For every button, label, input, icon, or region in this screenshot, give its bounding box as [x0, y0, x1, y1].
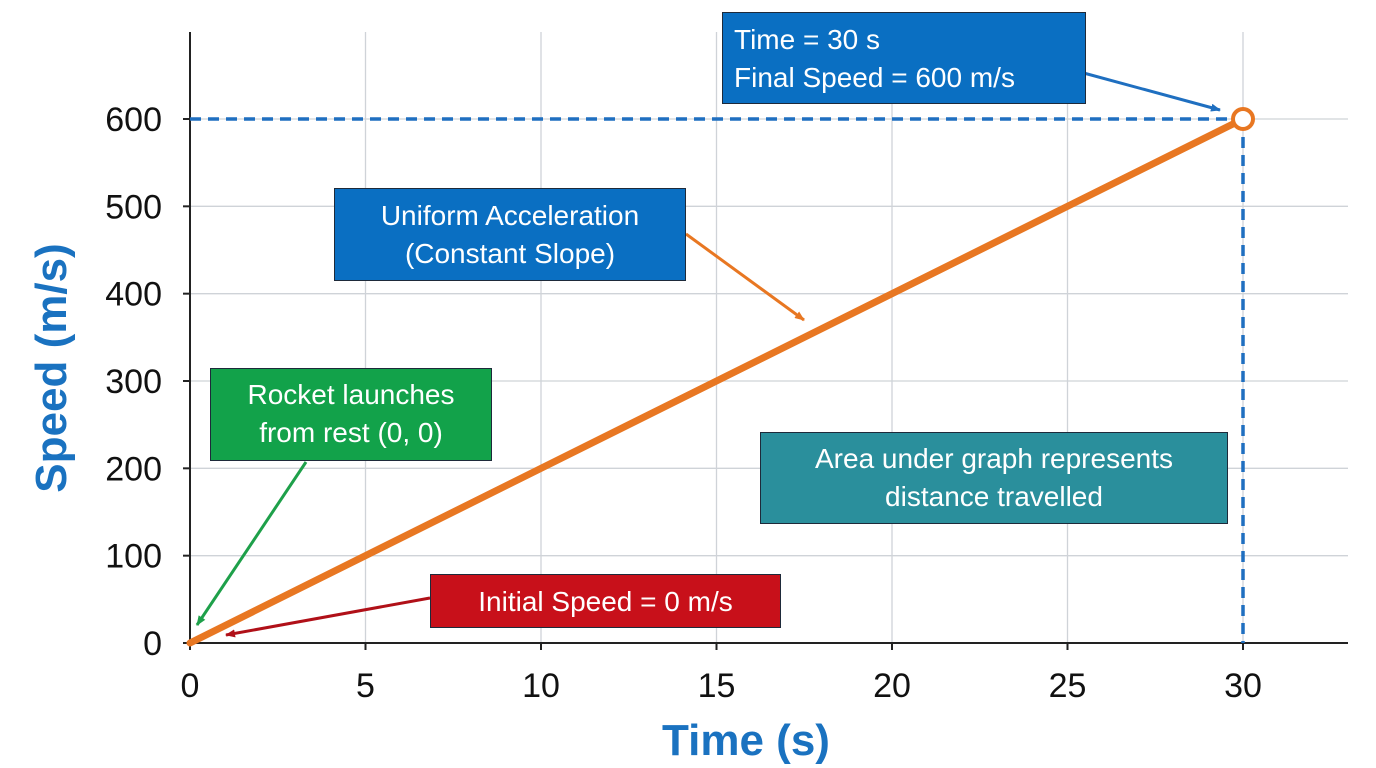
y-axis-title: Speed (m/s) [27, 243, 76, 492]
series [186, 107, 1255, 647]
x-tick-label: 15 [698, 667, 736, 705]
y-tick-label: 100 [105, 538, 162, 576]
final-annotation-line-2: Final Speed = 600 m/s [734, 62, 1015, 93]
x-axis-title: Time (s) [662, 716, 830, 765]
initial-annotation-line-1: Initial Speed = 0 m/s [478, 586, 733, 617]
initial-speed-annotation: Initial Speed = 0 m/s [430, 574, 781, 628]
x-tick-label: 10 [522, 667, 560, 705]
area-annotation: Area under graph represents distance tra… [760, 432, 1228, 524]
final-speed-annotation: Time = 30 s Final Speed = 600 m/s [722, 12, 1086, 104]
y-tick-label: 500 [105, 188, 162, 226]
y-tick-label: 0 [143, 625, 162, 663]
launch-arrow [195, 461, 308, 626]
launch-annotation-line-2: from rest (0, 0) [259, 417, 443, 448]
final-arrow [1079, 70, 1221, 112]
y-tick-label: 600 [105, 101, 162, 139]
area-annotation-line-2: distance travelled [885, 481, 1103, 512]
x-tick-label: 25 [1049, 667, 1087, 705]
reference-lines [190, 117, 1245, 643]
launch-annotation: Rocket launches from rest (0, 0) [210, 368, 492, 461]
x-tick-label: 0 [181, 667, 200, 705]
axes [183, 32, 1348, 650]
x-tick-label: 30 [1224, 667, 1262, 705]
y-tick-label: 200 [105, 450, 162, 488]
launch-annotation-line-1: Rocket launches [247, 379, 455, 410]
uniform-annotation-line-2: (Constant Slope) [404, 238, 616, 269]
uniform-annotation-line-1: Uniform Acceleration [380, 200, 640, 231]
final-annotation-line-1: Time = 30 s [734, 24, 881, 55]
initial-arrow [225, 596, 431, 638]
x-tick-label: 5 [356, 667, 375, 705]
grid [190, 32, 1348, 643]
area-annotation-line-1: Area under graph represents [815, 443, 1173, 474]
x-tick-label: 20 [873, 667, 911, 705]
y-tick-label: 400 [105, 276, 162, 314]
annotation-arrows [195, 70, 1221, 638]
y-tick-label: 300 [105, 363, 162, 401]
uniform-arrow [685, 232, 805, 322]
final-point-marker [1231, 107, 1255, 131]
uniform-acceleration-annotation: Uniform Acceleration (Constant Slope) [334, 188, 686, 281]
series-line [186, 115, 1247, 647]
